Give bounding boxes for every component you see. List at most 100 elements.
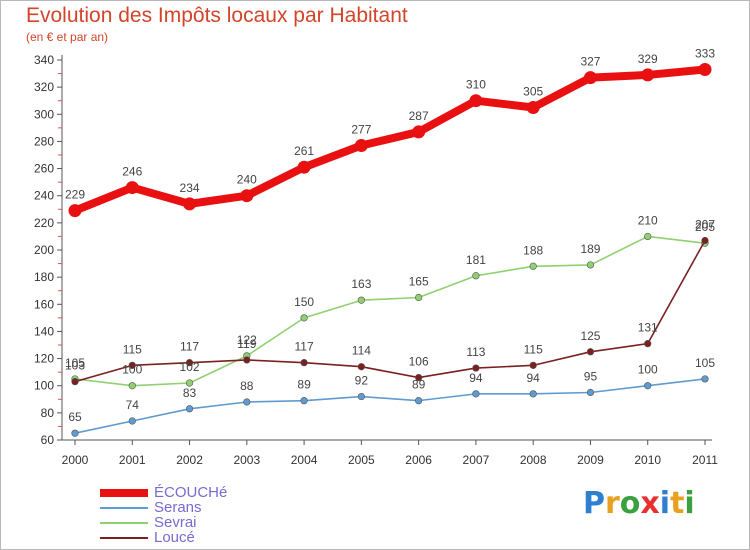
legend-label: Loucé: [154, 529, 195, 546]
logo-letter: i: [684, 486, 695, 521]
y-tick-label: 220: [34, 216, 54, 230]
data-label: 188: [523, 243, 543, 257]
data-label: 115: [123, 342, 142, 356]
data-label: 88: [240, 379, 254, 393]
y-tick-label: 280: [34, 134, 54, 148]
data-label: 287: [409, 109, 429, 123]
data-label: 240: [237, 173, 257, 187]
data-point: [125, 181, 139, 195]
data-point: [71, 429, 79, 437]
y-tick-label: 320: [34, 80, 54, 94]
data-label: 119: [237, 337, 256, 351]
series-line-1: [74, 378, 706, 435]
data-point: [357, 296, 365, 304]
data-label: 100: [638, 363, 658, 377]
data-label: 246: [122, 165, 142, 179]
data-label: 114: [352, 344, 371, 358]
series-line-0: [71, 65, 709, 215]
chart-subtitle: (en € et par an): [26, 30, 109, 44]
x-tick-label: 2006: [405, 453, 432, 467]
data-label: 310: [466, 78, 486, 92]
data-point: [415, 397, 423, 405]
data-point: [472, 272, 480, 280]
series-line-2: [74, 235, 706, 387]
logo-letter: o: [619, 486, 641, 521]
data-point: [583, 71, 597, 85]
data-label: 95: [584, 370, 598, 384]
y-tick-label: 140: [34, 324, 54, 338]
logo-letter: P: [583, 486, 605, 521]
data-label: 92: [355, 374, 369, 388]
legend-label: Sevrai: [154, 514, 197, 531]
data-label: 65: [68, 410, 82, 424]
y-tick-label: 340: [34, 53, 54, 67]
data-label: 89: [412, 378, 426, 392]
data-label: 125: [580, 329, 600, 343]
data-point: [300, 397, 308, 405]
data-point: [701, 375, 709, 383]
data-point: [412, 125, 426, 139]
y-tick-label: 80: [41, 406, 55, 420]
data-label: 189: [580, 242, 600, 256]
series-line-3: [74, 239, 706, 383]
data-label: 327: [580, 55, 600, 69]
data-point: [641, 68, 655, 82]
data-label: 102: [180, 360, 200, 374]
x-tick-label: 2001: [119, 453, 146, 467]
data-label: 89: [297, 378, 311, 392]
data-label: 150: [294, 295, 314, 309]
data-label: 131: [638, 321, 658, 335]
data-point: [586, 388, 595, 397]
data-point: [472, 364, 480, 372]
x-tick-label: 2003: [233, 453, 260, 467]
y-tick-label: 180: [34, 270, 54, 284]
x-tick-label: 2010: [634, 453, 661, 467]
data-point: [185, 405, 194, 413]
data-label: 105: [65, 356, 85, 370]
data-point: [529, 262, 537, 270]
x-tick-label: 2004: [291, 453, 318, 467]
data-point: [357, 363, 365, 371]
data-label: 106: [409, 355, 429, 369]
data-label: 74: [126, 398, 140, 412]
data-point: [71, 378, 79, 386]
y-tick-label: 60: [41, 433, 55, 447]
x-tick-label: 2008: [520, 453, 547, 467]
x-tick-label: 2011: [692, 453, 718, 467]
x-tick-label: 2009: [577, 453, 604, 467]
data-point: [469, 94, 483, 108]
data-point: [128, 417, 136, 425]
data-point: [297, 160, 311, 174]
logo-letter: i: [659, 486, 671, 521]
data-point: [644, 382, 652, 390]
data-label: 229: [65, 188, 85, 202]
data-point: [185, 379, 194, 387]
data-label: 305: [523, 85, 543, 99]
data-label: 117: [295, 340, 314, 354]
x-tick-label: 2005: [348, 453, 375, 467]
data-label: 181: [466, 253, 486, 267]
data-point: [300, 359, 308, 367]
x-tick-label: 2007: [463, 453, 490, 467]
data-label: 122: [237, 333, 257, 347]
y-tick-label: 200: [34, 243, 54, 257]
legend-swatch: [100, 507, 148, 509]
logo-letter: t: [670, 486, 685, 521]
data-point: [185, 359, 194, 367]
y-tick-label: 160: [34, 297, 54, 311]
y-tick-label: 120: [34, 352, 54, 366]
data-point: [586, 348, 595, 356]
y-tick-label: 100: [34, 379, 54, 393]
data-point: [128, 382, 136, 390]
legend-label: Serans: [154, 499, 202, 516]
data-label: 205: [695, 220, 715, 234]
data-label: 83: [183, 386, 197, 400]
data-point: [644, 340, 652, 348]
legend-swatch: [100, 537, 148, 539]
data-point: [243, 356, 251, 364]
y-tick-label: 240: [34, 189, 54, 203]
data-point: [128, 361, 136, 369]
data-label: 105: [695, 356, 715, 370]
data-point: [698, 63, 712, 76]
